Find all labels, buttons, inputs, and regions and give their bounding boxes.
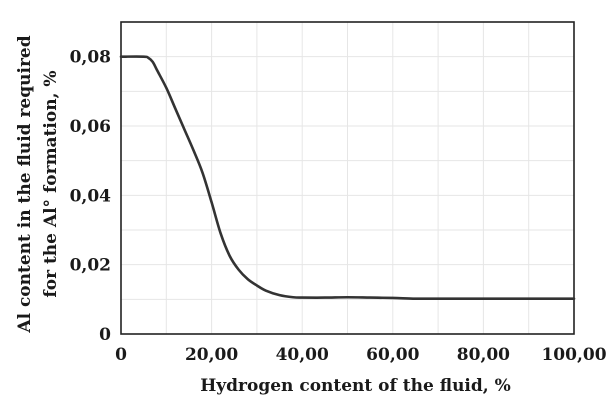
- x-tick-label: 0: [115, 345, 127, 365]
- y-tick-label: 0: [99, 325, 111, 345]
- x-tick-label: 60,00: [366, 345, 419, 365]
- y-tick-label: 0,04: [70, 186, 112, 206]
- x-tick-label: 20,00: [185, 345, 238, 365]
- plot-area-frame: [120, 21, 575, 335]
- y-axis-title-line-2: for the Al° formation, %: [41, 70, 61, 297]
- y-tick-label: 0,08: [70, 48, 111, 68]
- y-tick-label: 0,06: [70, 117, 111, 137]
- y-axis-title: Al content in the fluid required for the…: [15, 35, 61, 333]
- x-tick-label: 80,00: [457, 345, 510, 365]
- series-line: [119, 55, 576, 300]
- y-axis-ticks: 0 0,02 0,04 0,06 0,08: [70, 48, 112, 345]
- y-tick-label: 0,02: [70, 256, 111, 276]
- x-axis-ticks: 0 20,00 40,00 60,00 80,00 100,00: [115, 345, 607, 365]
- x-tick-label: 100,00: [541, 345, 606, 365]
- y-axis-title-line-1: Al content in the fluid required: [15, 35, 35, 333]
- x-tick-label: 40,00: [276, 345, 329, 365]
- x-axis-title: Hydrogen content of the fluid, %: [200, 376, 511, 396]
- grid: [121, 22, 574, 334]
